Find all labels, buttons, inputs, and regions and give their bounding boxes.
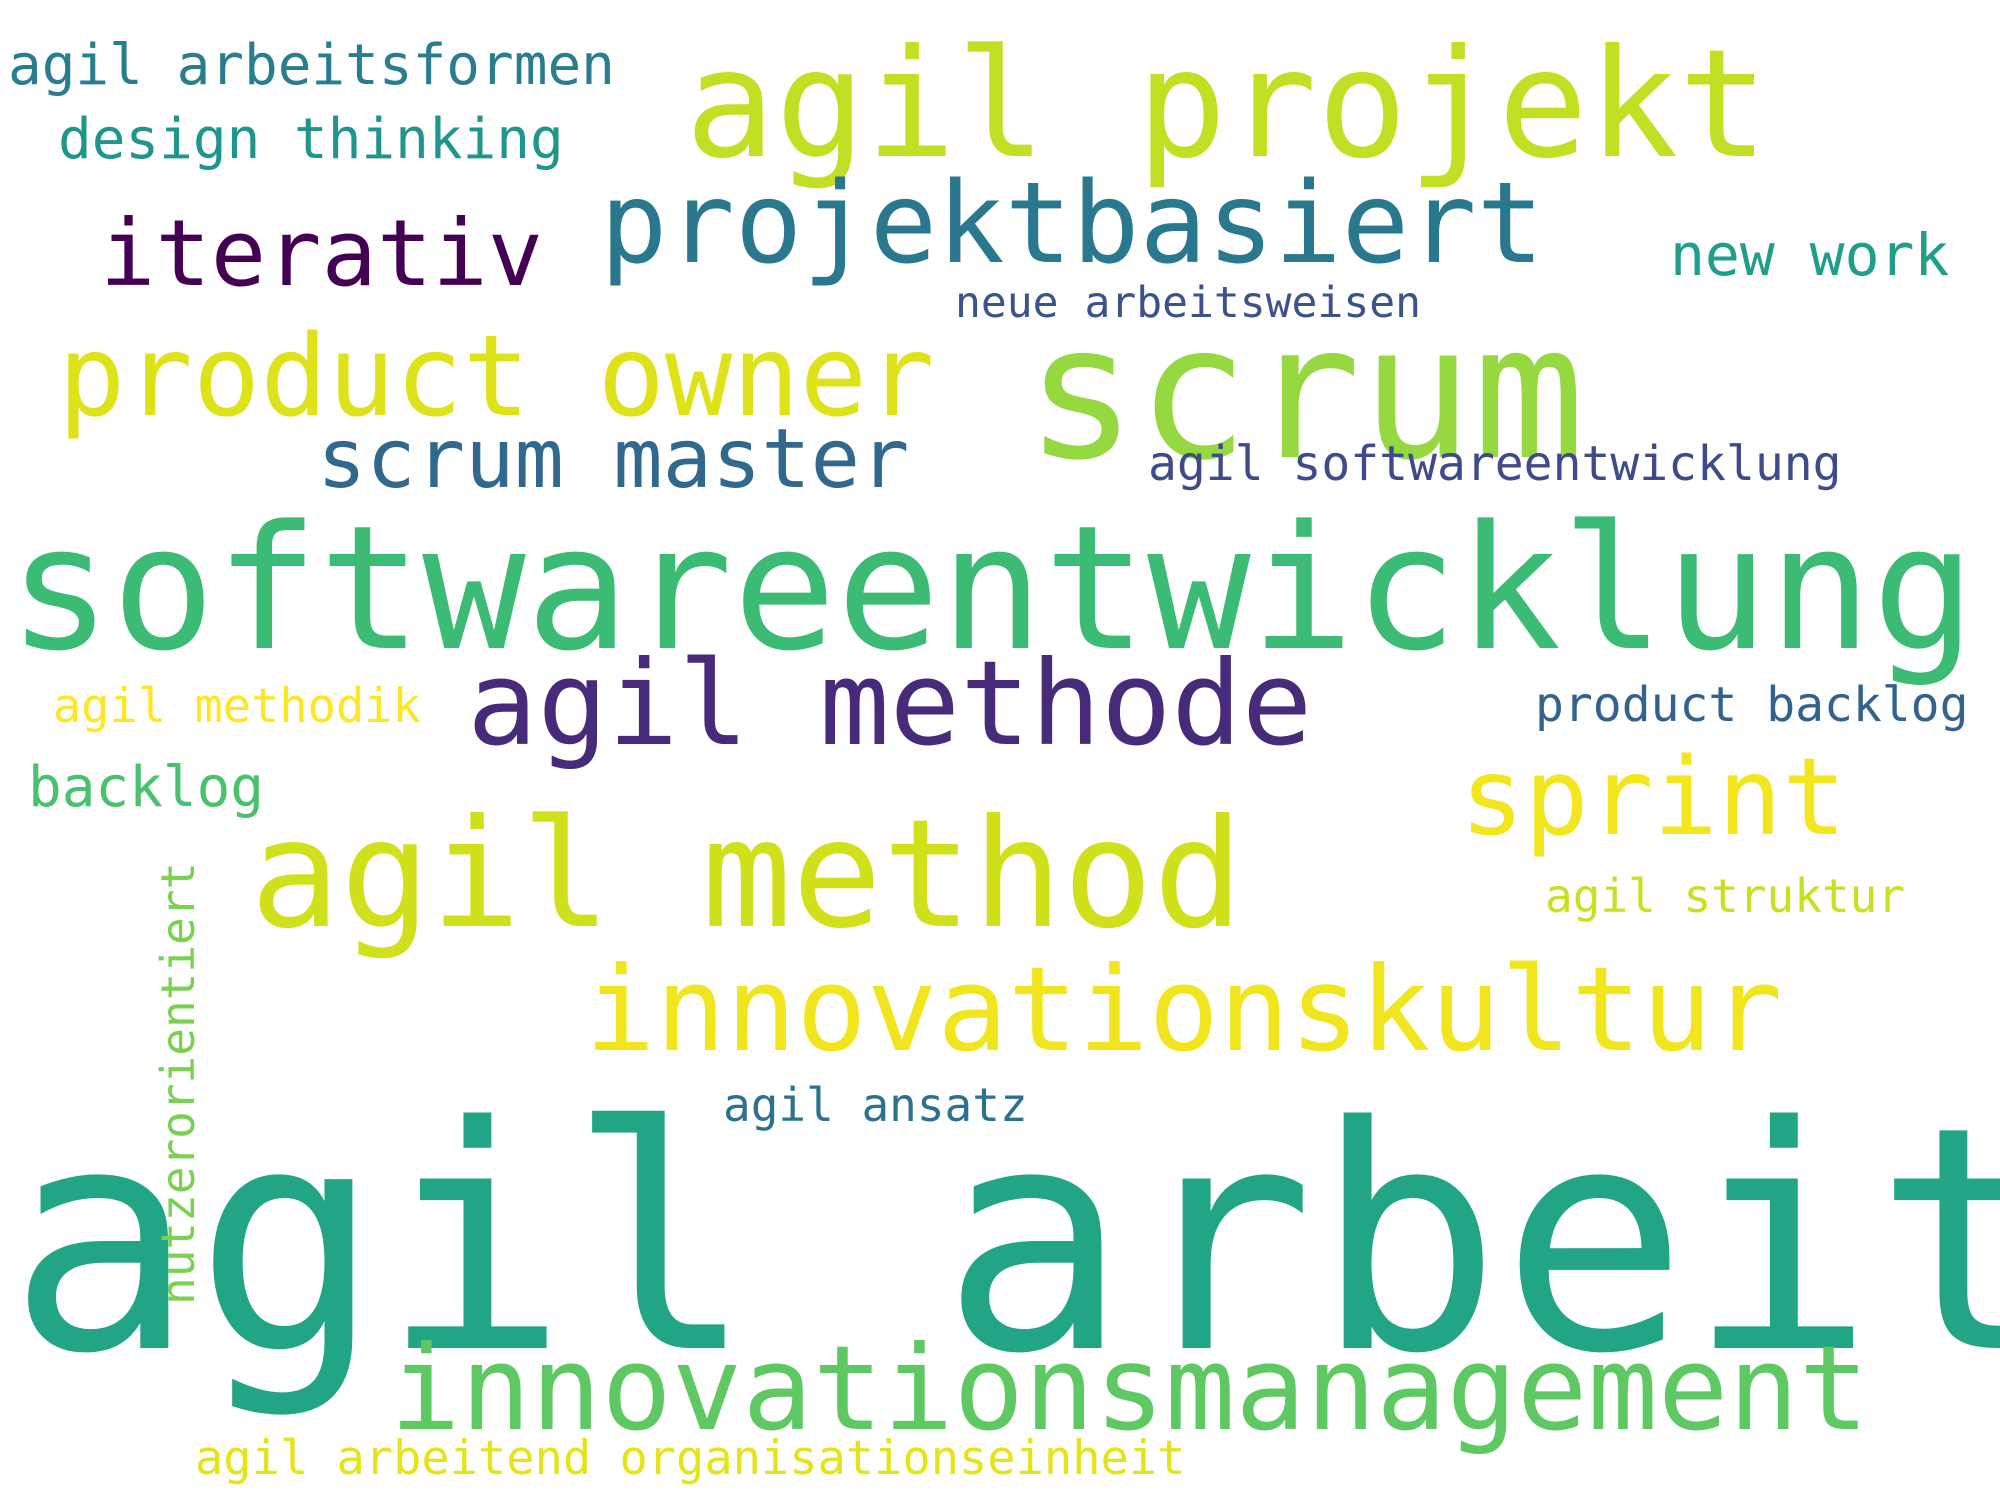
word-sprint: sprint [1460, 736, 1847, 860]
word-agil-ansatz: agil ansatz [723, 1078, 1028, 1132]
word-innovationskultur: innovationskultur [585, 941, 1783, 1078]
word-agil-arbeit: agil arbeit [8, 1061, 2000, 1422]
word-innovationsmanagement: innovationsmanagement [390, 1320, 1870, 1457]
word-design-thinking: design thinking [58, 107, 564, 172]
word-agil-softwareentwicklung: agil softwareentwicklung [1148, 436, 1842, 492]
word-scrum-master: scrum master [317, 412, 910, 507]
word-product-backlog: product backlog [1535, 677, 1969, 733]
word-iterativ: iterativ [100, 200, 544, 307]
word-product-owner: product owner [58, 312, 935, 442]
word-agil-method: agil method [250, 788, 1244, 962]
word-agil-methodik: agil methodik [53, 679, 421, 734]
word-softwareentwicklung: softwareentwicklung [8, 488, 1976, 689]
word-agil-arbeitsformen: agil arbeitsformen [8, 33, 615, 98]
word-new-work: new work [1670, 221, 1950, 289]
word-agil-methode: agil methode [467, 635, 1313, 772]
word-scrum: scrum [1025, 284, 1585, 501]
word-agil-projekt: agil projekt [685, 18, 1769, 192]
word-agil-struktur: agil struktur [1545, 869, 1906, 923]
word-neue-arbeitsweisen: neue arbeitsweisen [955, 278, 1421, 328]
word-projektbasiert: projektbasiert [600, 159, 1545, 289]
word-backlog: backlog [28, 755, 265, 820]
word-nutzerorientiert: nutzerorientiert [151, 861, 205, 1305]
word-agil-arbeitend-organisationseinheit: agil arbeitend organisationseinheit [195, 1431, 1186, 1486]
